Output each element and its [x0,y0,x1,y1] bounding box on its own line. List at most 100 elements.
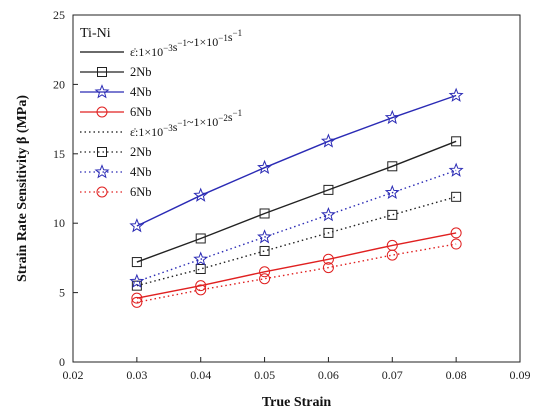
y-tick-label: 5 [59,286,65,300]
y-tick-label: 15 [53,147,65,161]
legend-formula-dot: ε̇ [130,125,136,139]
legend-marker [94,84,110,99]
series-6nb-dotted [131,238,462,308]
data-point [257,159,273,175]
legend-marker [97,147,107,157]
legend-label: 2Nb [130,65,152,79]
data-point [386,249,398,261]
legend-label: 4Nb [130,85,152,99]
legend-formula: ε̇:1×10−3s−1~1×10−2s−1 [130,108,242,139]
legend-label: 2Nb [130,145,152,159]
data-point [323,227,334,238]
legend-marker [97,67,107,77]
legend-title: Ti-Ni [80,26,111,41]
legend-formula-base1: 1×10 [138,45,163,59]
legend-formula-base2: 1×10 [194,35,219,49]
legend-formula-dot: ε̇ [130,45,136,59]
x-tick-label: 0.08 [446,368,467,382]
data-point [195,284,207,296]
data-point [259,266,271,278]
series-line [136,232,457,299]
legend-formula-unit2: s [228,30,233,44]
data-point [450,238,462,250]
legend-formula-unitexp1: −1 [177,118,187,128]
legend-formula-sep: ~ [187,35,194,49]
series-line [136,94,457,227]
x-tick-label: 0.04 [190,368,211,382]
legend-formula-exp1: −3 [163,43,173,53]
legend-marker [94,164,110,179]
data-point [259,208,270,219]
x-axis-title: True Strain [262,395,332,410]
data-point [131,292,143,304]
data-point [131,257,142,268]
y-axis-title: Strain Rate Sensitivity β (MPa) [15,95,30,282]
y-tick-label: 20 [53,77,65,91]
data-point [195,280,207,292]
data-point [451,191,462,202]
series-line [136,140,457,263]
plot-frame [72,14,521,363]
legend-formula-unit1: s [173,40,178,54]
legend-formula-exp1: −3 [163,123,173,133]
legend-formula-base2: 1×10 [194,115,219,129]
legend: Ti-Niε̇:1×10−3s−1~1×10−1s−12Nb4Nb6Nbε̇:1… [80,26,242,199]
y-tick-label: 0 [59,355,65,369]
series-4nb-solid [129,87,464,233]
x-tick-label: 0.05 [254,368,275,382]
data-point [257,229,273,244]
data-point [195,233,206,244]
data-point [448,87,464,102]
series-2nb-solid [131,136,462,268]
data-point [323,184,334,195]
data-point [129,218,145,233]
x-tick-label: 0.07 [382,368,403,382]
legend-formula-unitexp2: −1 [233,28,243,38]
legend-formula-colon: : [135,45,138,59]
legend-formula-unit2: s [228,110,233,124]
legend-formula: ε̇:1×10−3s−1~1×10−1s−1 [130,28,242,59]
legend-formula-unitexp2: −1 [233,108,243,118]
legend-formula-exp2: −1 [218,33,228,43]
plot-area [129,87,464,308]
data-point [129,273,145,288]
x-tick-label: 0.06 [318,368,339,382]
x-tick-label: 0.09 [510,368,531,382]
legend-marker [96,106,108,118]
data-point [384,109,400,125]
legend-label: 4Nb [130,165,152,179]
y-tick-label: 10 [53,216,65,230]
legend-formula-unitexp1: −1 [177,38,187,48]
legend-formula-unit1: s [173,120,178,134]
legend-label: 6Nb [130,105,152,119]
data-point [193,187,209,202]
data-point [322,262,334,274]
legend-formula-base1: 1×10 [138,125,163,139]
series-6nb-solid [131,227,462,304]
data-point [387,209,398,220]
x-tick-label: 0.03 [126,368,147,382]
data-point [320,206,336,222]
data-point [322,253,334,265]
legend-formula-sep: ~ [187,115,194,129]
series-4nb-dotted [129,162,464,288]
data-point [386,239,398,251]
series-line [136,243,457,304]
data-point [195,264,206,275]
data-point [320,133,336,148]
data-point [451,136,462,147]
legend-formula-colon: : [135,125,138,139]
data-point [384,184,400,200]
data-point [450,227,462,239]
data-point [259,273,271,285]
series-line [136,196,457,287]
y-tick-label: 25 [53,8,65,22]
legend-marker [96,186,108,198]
data-point [193,251,209,266]
data-point [387,161,398,172]
data-point [259,245,270,256]
legend-formula-exp2: −2 [218,113,228,123]
x-tick-label: 0.02 [63,368,84,382]
axes: 0.02 0.03 0.04 0.05 0.06 0.07 0.08 0.09 0 5 10 15 20… [53,8,531,382]
